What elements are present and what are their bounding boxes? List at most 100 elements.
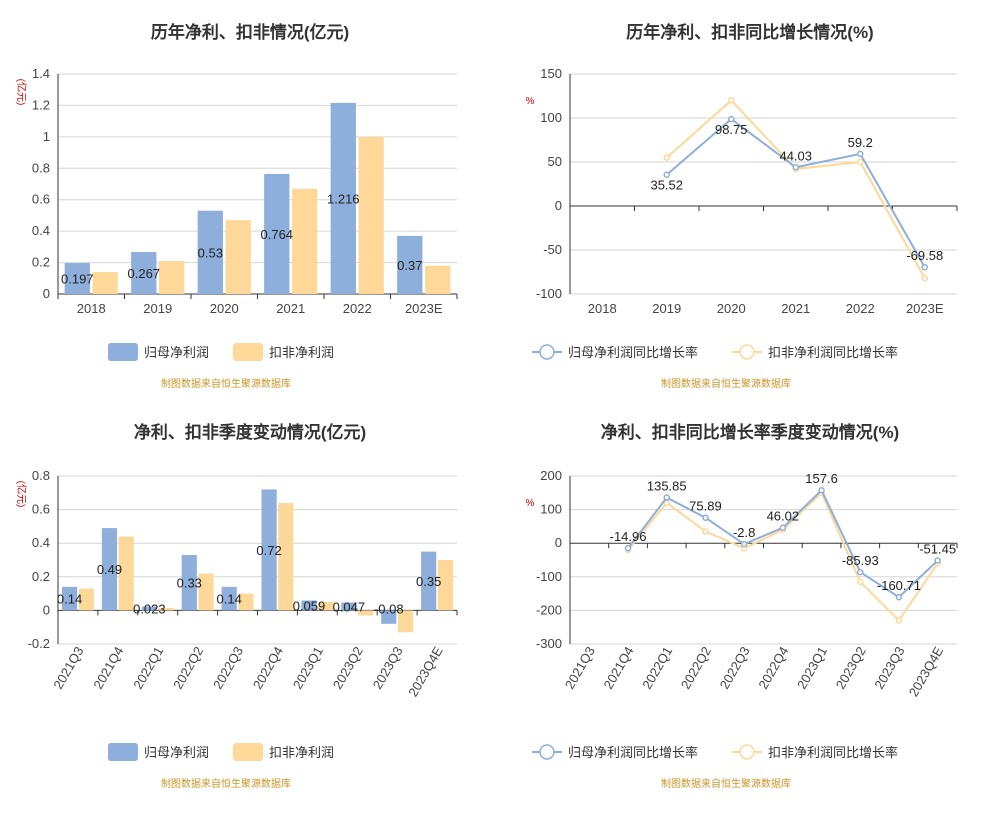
data-label: 46.02: [767, 509, 800, 524]
data-label: -2.8: [733, 525, 755, 540]
bar-net-profit: [197, 210, 223, 294]
chart-title: 历年净利、扣非同比增长情况(%): [626, 22, 873, 42]
data-label: 0.35: [416, 574, 441, 589]
series-point: [857, 578, 864, 586]
y-tick-label: 0.4: [32, 223, 50, 238]
bar-deducted-profit: [397, 610, 414, 633]
data-label: -160.71: [877, 578, 921, 593]
legend-label: 归母净利润: [144, 745, 209, 760]
chart-panel-3: 净利、扣非季度变动情况(亿元) (亿元) -0.2 0 0.2 0.4 0.6 0.8 2021…: [15, 422, 458, 790]
x-tick-label: 2021: [781, 301, 810, 316]
y-tick-label: 0.2: [32, 569, 50, 584]
data-label: 0.33: [177, 576, 202, 591]
bar-net-profit: [181, 554, 197, 611]
data-label: 35.52: [650, 178, 683, 193]
bar-net-profit: [101, 528, 118, 611]
data-label: 0.764: [261, 227, 294, 242]
data-label: -69.58: [906, 248, 943, 263]
legend-swatch-marker: [739, 744, 755, 760]
legend-label: 扣非净利润同比增长率: [768, 345, 898, 360]
y-tick-label: 0.6: [32, 192, 50, 207]
y-tick-label: -50: [543, 242, 562, 257]
bar-net-profit: [330, 102, 356, 295]
x-tick-label: 2021Q4: [90, 644, 126, 692]
data-label: 0.023: [133, 601, 166, 616]
bar-net-profit: [301, 600, 317, 611]
x-tick-label: 2022Q4: [755, 644, 791, 692]
x-tick-label: 2022Q2: [170, 644, 206, 692]
x-tick-label: 2023Q3: [871, 644, 907, 692]
bar-net-profit: [397, 235, 423, 294]
bar-net-profit: [264, 173, 290, 294]
series-point: [702, 514, 709, 521]
y-tick-label: 0: [43, 602, 50, 617]
data-label: -14.96: [610, 529, 647, 544]
legend-swatch: [233, 743, 263, 761]
legend: 归母净利润 扣非净利润: [108, 743, 334, 761]
x-tick-label: 2018: [588, 301, 617, 316]
series-point: [857, 158, 864, 166]
bar-net-profit: [341, 602, 357, 611]
data-label: 0.267: [128, 266, 161, 281]
bar-deducted-profit: [425, 265, 451, 294]
y-tick-label: 100: [540, 502, 562, 517]
bar-net-profit: [421, 551, 437, 611]
series-point: [895, 593, 903, 601]
y-tick-label: 0.6: [32, 502, 50, 517]
bar-deducted-profit: [78, 588, 94, 611]
y-tick-label: -200: [536, 602, 562, 617]
chart-panel-4: 净利、扣非同比增长率季度变动情况(%)% -300 -200 -100 0 100 200 2…: [526, 422, 958, 790]
x-tick-label: 2022: [343, 301, 372, 316]
x-tick-label: 2023Q4E: [906, 644, 947, 699]
series-line-net-profit-growth: [666, 117, 926, 268]
y-tick-label: 0.8: [32, 468, 50, 483]
y-axis-unit-label: %: [526, 498, 535, 509]
bar-deducted-profit: [278, 502, 294, 611]
y-tick-label: 50: [548, 154, 562, 169]
series-point: [624, 544, 632, 552]
chart-panel-2: 历年净利、扣非同比增长情况(%)% -100 -50 0 50 100 150 2018 201…: [526, 22, 958, 390]
data-label: 59.2: [848, 135, 873, 150]
data-label: 0.197: [61, 272, 94, 287]
x-tick-label: 2019: [652, 301, 681, 316]
y-tick-label: 200: [540, 468, 562, 483]
bar-net-profit: [64, 263, 90, 294]
series-point: [663, 154, 670, 161]
bar-deducted-profit: [118, 536, 134, 611]
series-point: [663, 171, 670, 178]
bar-net-profit: [261, 489, 277, 611]
x-tick-label: 2020: [717, 301, 746, 316]
y-tick-label: -0.2: [28, 636, 50, 651]
y-axis-unit-label: (亿元): [15, 79, 28, 106]
x-tick-label: 2022: [846, 301, 875, 316]
x-tick-label: 2022Q3: [210, 644, 246, 692]
x-tick-label: 2023Q3: [370, 644, 406, 692]
series-point: [663, 494, 670, 501]
series-point: [740, 540, 748, 548]
data-label: 157.6: [805, 471, 838, 486]
legend-swatch-marker: [739, 344, 755, 360]
chart-panel-1: 历年净利、扣非情况(亿元) (亿元) 0 0.2 0.4 0.6 0.8 1 1.2 1.4 201…: [15, 22, 458, 390]
y-tick-label: 0: [555, 535, 562, 550]
y-axis-unit-label: (亿元): [15, 481, 28, 508]
x-tick-label: 2021Q4: [601, 644, 637, 692]
series-point: [921, 263, 928, 271]
source-note: 制图数据来自恒生聚源数据库: [661, 777, 791, 790]
x-tick-label: 2023E: [405, 301, 443, 316]
legend-swatch: [108, 743, 138, 761]
data-label: -51.45: [919, 541, 956, 556]
y-tick-label: 0.4: [32, 535, 50, 550]
data-label: 0.059: [293, 598, 326, 613]
data-label: -0.08: [374, 601, 404, 616]
x-tick-label: 2023E: [906, 301, 944, 316]
data-label: -85.93: [842, 553, 879, 568]
series-point: [728, 115, 735, 123]
legend-label: 归母净利润: [144, 345, 209, 360]
bar-deducted-profit: [318, 602, 334, 611]
x-tick-label: 2022Q3: [717, 644, 753, 692]
series-point: [857, 568, 864, 576]
bar-deducted-profit: [198, 573, 214, 611]
bar-net-profit: [131, 252, 157, 294]
source-note: 制图数据来自恒生聚源数据库: [661, 377, 791, 390]
